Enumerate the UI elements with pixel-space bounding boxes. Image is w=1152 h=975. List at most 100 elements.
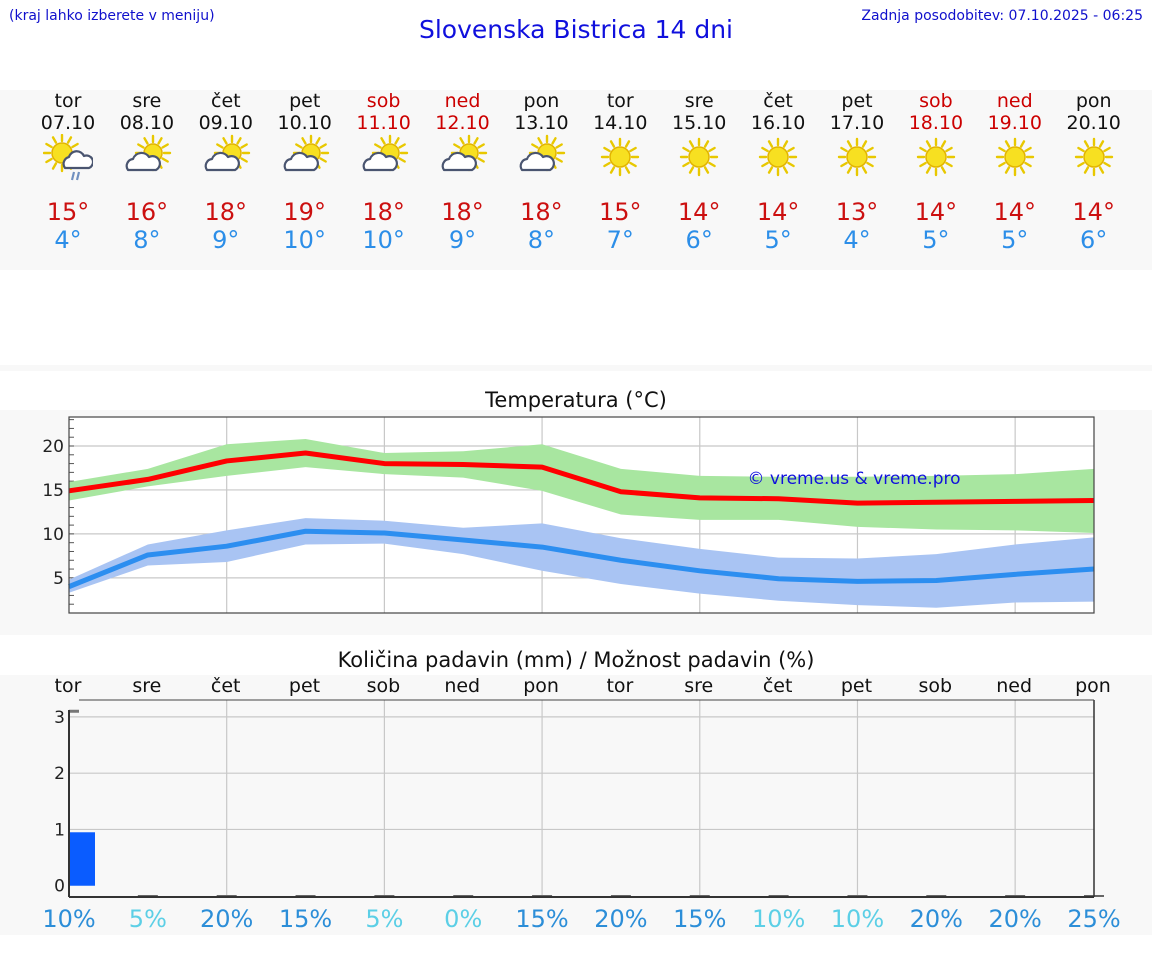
- max-temp-point: [935, 501, 937, 503]
- min-temp-line: [68, 528, 1095, 589]
- day-date: 13.10: [514, 112, 569, 134]
- min-temp-point: [699, 570, 701, 572]
- day-column: pon 20.10 14° 6°: [1054, 90, 1134, 270]
- x-tick-label: sre: [132, 675, 161, 697]
- day-date: 14.10: [593, 112, 648, 134]
- x-tick-label: tor: [606, 675, 633, 697]
- min-temp: 4°: [54, 226, 82, 254]
- day-name: čet: [763, 90, 793, 112]
- min-temp-point: [620, 559, 622, 561]
- day-column: ned 12.10 18° 9°: [423, 90, 503, 270]
- day-column: pet 17.10 13° 4°: [817, 90, 897, 270]
- min-temp-point: [778, 578, 780, 580]
- day-name: tor: [54, 90, 82, 112]
- day-column: tor 07.10 15° 4°: [28, 90, 108, 270]
- day-date: 12.10: [435, 112, 490, 134]
- max-temp: 18°: [441, 198, 484, 226]
- x-tick-label: sob: [367, 675, 401, 697]
- day-date: 08.10: [119, 112, 175, 134]
- precip-chart-title: Količina padavin (mm) / Možnost padavin …: [337, 648, 815, 672]
- max-temp: 14°: [756, 198, 800, 226]
- max-temp: 16°: [125, 198, 169, 226]
- y-tick-label: 1: [54, 820, 65, 840]
- max-temp-point: [699, 497, 701, 499]
- min-temp: 9°: [448, 226, 477, 254]
- min-temp: 10°: [283, 226, 326, 254]
- precip-probability: 10%: [42, 905, 96, 933]
- sun-cloud-icon: [201, 134, 251, 188]
- min-temp-point: [462, 539, 464, 541]
- day-name: ned: [444, 90, 481, 112]
- max-temp: 14°: [993, 198, 1037, 226]
- max-temp-range-band: [69, 438, 1094, 534]
- max-temp-point: [147, 478, 149, 480]
- min-temp-point: [147, 554, 149, 556]
- day-name: tor: [606, 90, 634, 112]
- sun-cloud-icon: [516, 134, 566, 188]
- x-tick-label: ned: [444, 675, 480, 697]
- sun-icon: [911, 134, 961, 188]
- day-name: pon: [1075, 90, 1112, 112]
- max-temp-point: [462, 463, 464, 465]
- sun-cloud-rain-icon: [42, 133, 95, 188]
- x-tick-label: ned: [996, 675, 1032, 697]
- x-tick-label: pet: [841, 675, 872, 697]
- temp-chart-title: Temperatura (°C): [485, 388, 667, 412]
- day-name: sob: [919, 90, 953, 112]
- min-temp-point: [856, 580, 858, 582]
- min-temp: 5°: [922, 226, 950, 254]
- max-temp-point: [1014, 500, 1016, 502]
- day-column: tor 14.10 15° 7°: [580, 90, 660, 270]
- max-temp-point: [778, 498, 780, 500]
- page-title: Slovenska Bistrica 14 dni: [418, 15, 734, 44]
- day-column: sob 11.10 18° 10°: [344, 90, 424, 270]
- day-name: pet: [289, 90, 321, 112]
- day-name: ned: [996, 90, 1033, 112]
- day-column: sre 08.10 16° 8°: [107, 90, 187, 270]
- x-tick-label: sob: [919, 675, 953, 697]
- y-tick-label: 5: [53, 569, 64, 589]
- min-temp: 6°: [685, 226, 713, 254]
- sun-cloud-icon: [438, 134, 488, 188]
- last-updated: Zadnja posodobitev: 07.10.2025 - 06:25: [861, 8, 1143, 24]
- y-tick-label: 3: [54, 708, 65, 728]
- precip-probability: 20%: [909, 905, 963, 933]
- precip-probability: 0%: [444, 905, 483, 933]
- plot-area: [69, 700, 1094, 897]
- forecast-band: [0, 90, 1152, 270]
- day-date: 15.10: [671, 112, 727, 134]
- min-temp: 4°: [843, 226, 871, 254]
- precip-probability: 15%: [515, 905, 569, 933]
- min-temp-point: [383, 532, 385, 534]
- day-name: čet: [211, 90, 241, 112]
- min-temp: 8°: [133, 226, 161, 254]
- precip-probability: 25%: [1067, 905, 1121, 933]
- min-temp: 10°: [362, 226, 405, 254]
- day-column: sob 18.10 14° 5°: [896, 90, 976, 270]
- min-temp-point: [1014, 573, 1016, 575]
- day-column: čet 16.10 14° 5°: [738, 90, 818, 270]
- precip-probability: 10%: [830, 905, 885, 933]
- y-tick-label: 20: [42, 437, 64, 457]
- y-tick-label: 15: [42, 481, 64, 501]
- day-name: pet: [841, 90, 873, 112]
- precip-probability: 20%: [594, 905, 648, 933]
- min-temp-point: [226, 545, 228, 547]
- sun-cloud-icon: [359, 134, 409, 188]
- min-temp: 6°: [1080, 226, 1108, 254]
- day-column: pon 13.10 18° 8°: [501, 90, 581, 270]
- y-tick-label: 10: [42, 525, 64, 545]
- day-date: 10.10: [277, 112, 332, 134]
- max-temp: 18°: [520, 198, 563, 226]
- day-column: ned 19.10 14° 5°: [975, 90, 1055, 270]
- sun-icon: [753, 134, 803, 188]
- max-temp: 14°: [1072, 198, 1115, 226]
- min-temp-point: [541, 546, 543, 548]
- min-temp-point: [305, 530, 307, 532]
- day-name: sre: [132, 90, 162, 112]
- max-temp: 15°: [46, 198, 90, 226]
- y-tick-label: 0: [54, 877, 65, 897]
- precip-probability: 15%: [673, 905, 727, 933]
- x-tick-label: čet: [763, 675, 793, 697]
- divider-band: [0, 365, 1152, 371]
